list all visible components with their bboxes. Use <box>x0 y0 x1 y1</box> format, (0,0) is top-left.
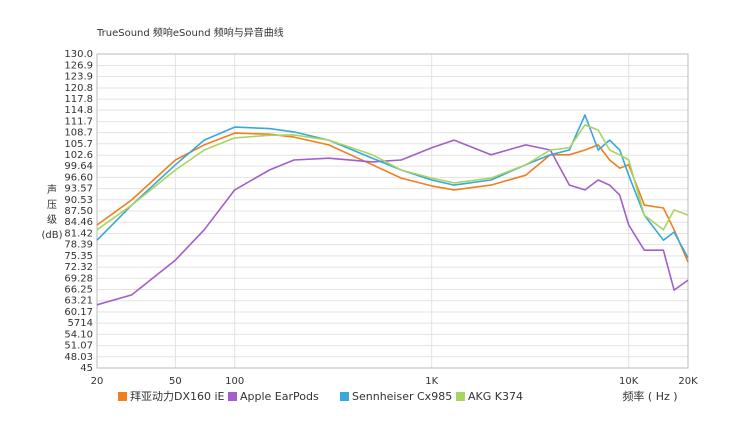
legend-label: Apple EarPods <box>240 390 319 403</box>
y-tick-label: 123.9 <box>64 72 93 83</box>
y-tick-label: 63.21 <box>64 296 93 307</box>
y-tick-label: 102.6 <box>64 150 93 161</box>
legend-swatch <box>456 392 465 401</box>
x-tick-label: 10K <box>619 376 639 387</box>
legend-label: 拜亚动力DX160 iE <box>130 390 225 403</box>
y-tick-label: 111.7 <box>64 117 93 128</box>
y-tick-label: 75.35 <box>64 251 93 262</box>
y-tick-label: 81.42 <box>64 228 93 239</box>
y-tick-label: 78.39 <box>64 240 93 251</box>
y-tick-label: 114.8 <box>64 105 93 116</box>
y-axis-label: 压 <box>47 199 57 211</box>
y-tick-label: 51.07 <box>64 341 93 352</box>
plot-frame <box>96 53 689 369</box>
y-tick-label: 99.64 <box>64 161 93 172</box>
y-tick-label: 69.28 <box>64 273 93 284</box>
series-line <box>96 124 689 231</box>
x-tick-label: 20 <box>91 376 104 387</box>
y-tick-label: 108.7 <box>64 128 93 139</box>
legend-label: Sennheiser Cx985 <box>352 390 452 403</box>
y-tick-label: 45 <box>80 363 93 374</box>
y-tick-label: 54.10 <box>64 329 93 340</box>
y-tick-label: 105.7 <box>64 139 93 150</box>
legend-swatch <box>118 392 127 401</box>
y-tick-label: 84.46 <box>64 217 93 228</box>
series-line <box>96 132 689 263</box>
y-axis-label: 级 <box>47 214 57 226</box>
y-tick-label: 5714 <box>68 318 93 329</box>
x-tick-label: 50 <box>169 376 182 387</box>
y-tick-label: 87.50 <box>64 206 93 217</box>
y-tick-label: 120.8 <box>64 83 93 94</box>
y-axis-label: (dB) <box>41 230 62 241</box>
x-tick-label: 20K <box>678 376 698 387</box>
series-line <box>96 139 689 306</box>
y-tick-label: 126.9 <box>64 60 93 71</box>
y-tick-label: 72.32 <box>64 262 93 273</box>
y-tick-label: 66.25 <box>64 285 93 296</box>
legend-swatch <box>228 392 237 401</box>
y-axis-label: 声 <box>47 183 57 196</box>
y-tick-label: 96.60 <box>64 172 93 183</box>
y-tick-label: 93.57 <box>64 184 93 195</box>
y-tick-label: 90.53 <box>64 195 93 206</box>
x-axis-label: 频率 ( Hz ) <box>622 389 677 403</box>
y-tick-label: 117.8 <box>64 94 93 105</box>
x-tick-label: 1K <box>425 376 438 387</box>
legend-label: AKG K374 <box>468 390 523 403</box>
legend-swatch <box>340 392 349 401</box>
series-line <box>96 114 689 259</box>
y-tick-label: 130.0 <box>64 49 93 60</box>
y-tick-label: 48.03 <box>64 352 93 363</box>
y-tick-label: 60.17 <box>64 307 93 318</box>
chart-title: TrueSound 频响eSound 频响与异音曲线 <box>96 26 284 39</box>
x-tick-label: 100 <box>225 376 244 387</box>
